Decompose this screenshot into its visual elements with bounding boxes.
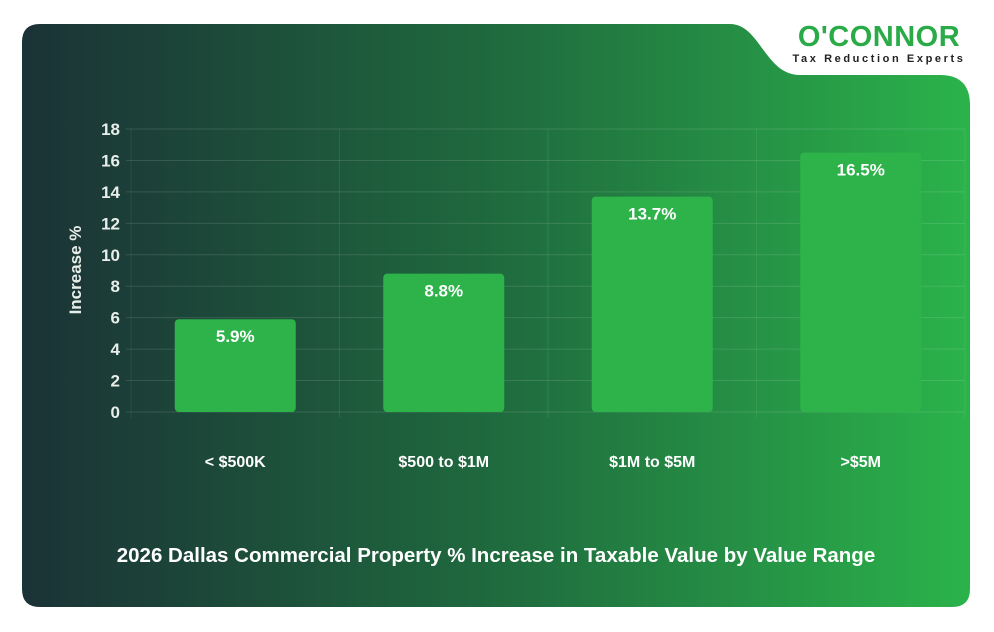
bar	[174, 319, 296, 412]
y-tick-label: 0	[111, 403, 120, 422]
y-tick-label: 18	[101, 120, 120, 139]
y-tick-label: 10	[101, 246, 120, 265]
y-tick-label: 2	[111, 372, 120, 391]
y-axis-label: Increase %	[66, 226, 85, 315]
chart-title: 2026 Dallas Commercial Property % Increa…	[117, 544, 875, 567]
y-tick-label: 14	[101, 183, 120, 202]
x-tick-label: $1M to $5M	[609, 454, 695, 471]
y-tick-label: 4	[111, 340, 121, 359]
data-label: 16.5%	[837, 161, 885, 180]
logo-wordmark: O'CONNOR	[797, 21, 961, 53]
x-tick-label: $500 to $1M	[398, 454, 489, 471]
oconnor-logo: O'CONNOR Tax Reduction Experts	[788, 22, 970, 66]
x-tick-label: >$5M	[841, 454, 881, 471]
x-tick-label: < $500K	[205, 454, 266, 471]
logo-tagline: Tax Reduction Experts	[792, 53, 966, 65]
y-tick-label: 6	[111, 309, 120, 328]
bar	[591, 196, 713, 412]
data-label: 5.9%	[216, 327, 255, 346]
y-tick-label: 16	[101, 151, 120, 170]
bar	[383, 273, 505, 412]
bar	[800, 152, 922, 413]
y-tick-label: 12	[101, 214, 120, 233]
data-label: 8.8%	[424, 282, 463, 301]
y-tick-label: 8	[111, 277, 120, 296]
data-label: 13.7%	[628, 205, 676, 224]
